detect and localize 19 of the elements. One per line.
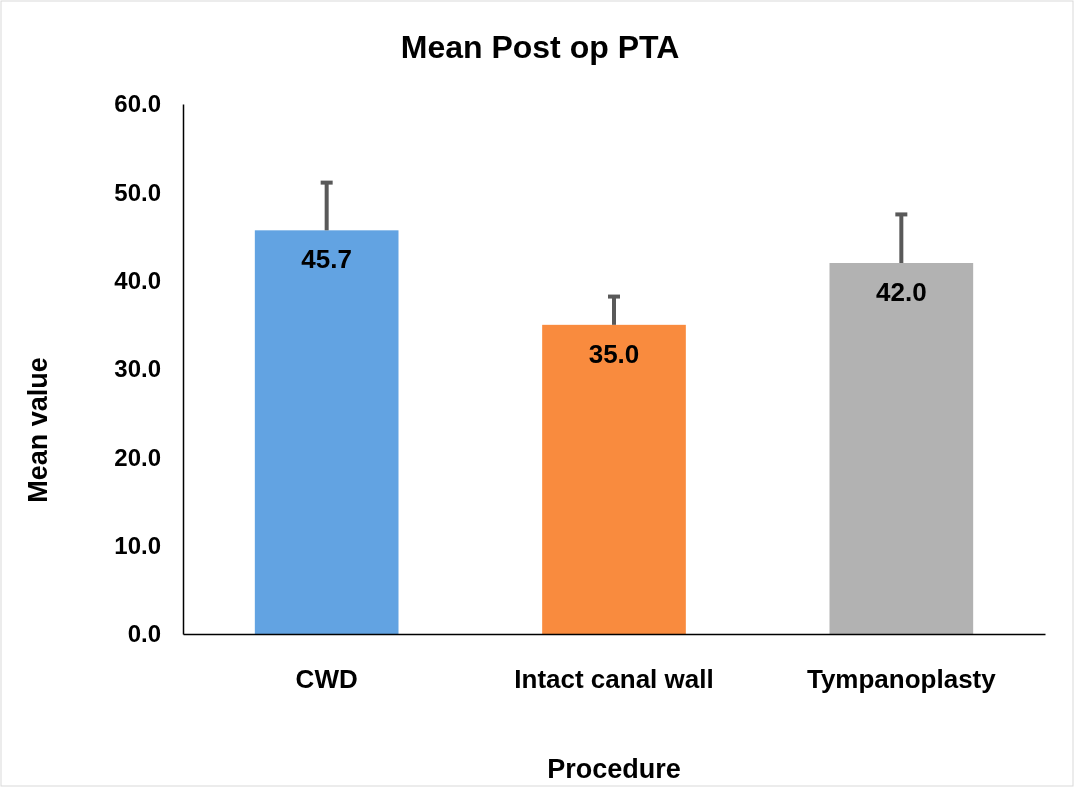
x-tick-label: Tympanoplasty — [806, 664, 997, 695]
data-label: 35.0 — [588, 338, 640, 369]
data-label: 45.7 — [301, 244, 352, 275]
y-tick-label: 30.0 — [114, 355, 161, 383]
y-tick-label: 20.0 — [114, 443, 161, 471]
y-tick-label: 40.0 — [114, 266, 161, 294]
y-tick-label: 0.0 — [127, 620, 161, 648]
y-axis-title: Mean value — [23, 357, 53, 503]
bar — [829, 263, 974, 634]
x-tick-label: Intact canal wall — [514, 664, 714, 695]
bar — [254, 230, 399, 634]
bar — [542, 324, 686, 634]
x-axis-title: Procedure — [547, 754, 681, 784]
y-tick-label: 50.0 — [114, 178, 161, 206]
data-label: 42.0 — [876, 277, 927, 307]
y-tick-label: 60.0 — [114, 90, 161, 118]
y-tick-label: 10.0 — [114, 531, 161, 559]
chart-title: Mean Post op PTA — [400, 29, 680, 65]
x-tick-label: CWD — [295, 664, 358, 695]
